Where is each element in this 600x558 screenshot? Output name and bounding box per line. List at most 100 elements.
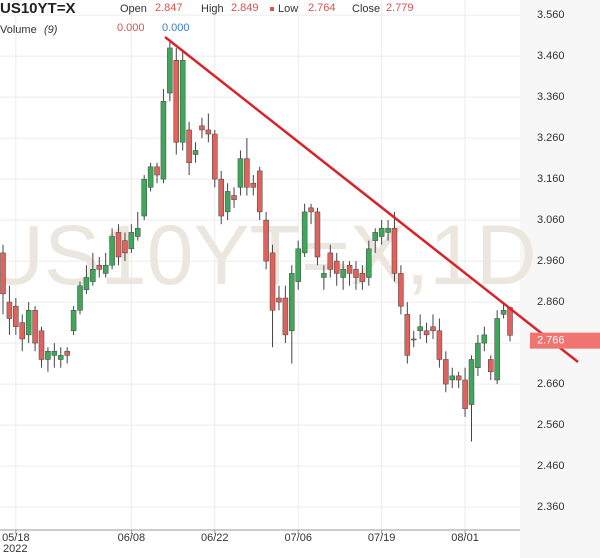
candle-body	[468, 359, 475, 405]
candle-body	[372, 232, 378, 241]
volume-b: 0.000	[162, 22, 190, 34]
candle-body	[269, 252, 276, 311]
x-tick-label: 06/08	[118, 532, 146, 544]
grid	[0, 0, 520, 530]
candle-body	[13, 305, 19, 327]
candle-body	[224, 191, 231, 213]
candle-body	[250, 182, 257, 188]
candle-body	[167, 47, 173, 94]
candle-body	[6, 301, 13, 319]
y-tick-label: 3.360	[537, 91, 565, 103]
candle-body	[128, 232, 135, 250]
candle-body	[186, 129, 192, 163]
y-tick-label: 2.860	[537, 296, 565, 308]
y-tick-label: 2.560	[537, 419, 565, 431]
candle-body	[154, 166, 160, 176]
low-label: Low	[278, 3, 298, 15]
candle-body	[77, 285, 83, 311]
y-tick-label: 3.560	[537, 9, 565, 21]
last-price-label: 2.766	[537, 335, 565, 347]
candle-body	[430, 326, 436, 332]
candle-body	[494, 318, 500, 381]
candle-body	[436, 330, 443, 360]
candle-body	[398, 273, 404, 307]
candle-body	[192, 150, 199, 155]
y-tick-label: 2.660	[537, 378, 565, 390]
y-tick-label: 2.960	[537, 255, 565, 267]
y-tick-label: 3.060	[537, 214, 565, 226]
candle-body	[410, 338, 417, 341]
candle-body	[58, 355, 64, 360]
candle-body	[378, 228, 385, 237]
candle-body	[256, 170, 263, 213]
candle-body	[276, 297, 282, 303]
candle-body	[423, 330, 430, 336]
candle-body	[115, 232, 122, 258]
high-value: 2.849	[231, 2, 259, 14]
low-value: 2.764	[308, 2, 336, 14]
candle-body	[205, 129, 212, 135]
candle-body	[64, 351, 70, 356]
candle-body	[346, 264, 353, 274]
candle-body	[199, 125, 205, 131]
candle-body	[353, 269, 359, 278]
candles	[0, 39, 513, 442]
candle-body	[122, 240, 128, 254]
candle-body	[173, 60, 180, 143]
year-label: 2022	[3, 543, 27, 555]
candle-body	[19, 322, 26, 340]
candle-body	[301, 211, 308, 254]
candle-body	[102, 264, 109, 274]
y-tick-label: 3.460	[537, 50, 565, 62]
candle-body	[289, 273, 295, 332]
candle-body	[141, 178, 147, 217]
trend-line	[164, 36, 579, 363]
candle-body	[160, 100, 167, 180]
candle-body	[295, 248, 301, 282]
candle-body	[455, 375, 462, 381]
candle-body	[391, 228, 398, 274]
candle-body	[218, 178, 224, 217]
candle-body	[179, 60, 186, 143]
y-tick-label: 3.160	[537, 173, 565, 185]
candle-body	[282, 297, 289, 336]
candle-body	[0, 252, 6, 295]
candle-body	[237, 158, 244, 188]
candle-body	[443, 359, 449, 385]
candle-body	[51, 351, 58, 356]
candle-body	[500, 310, 507, 315]
candle-body	[340, 269, 346, 278]
candle-body	[109, 236, 115, 266]
candle-body	[263, 219, 269, 262]
x-tick-label: 07/06	[284, 532, 312, 544]
y-tick-label: 2.460	[537, 460, 565, 472]
x-tick-label: 08/01	[451, 532, 479, 544]
x-tick-label: 06/22	[201, 532, 229, 544]
candle-body	[385, 228, 391, 233]
last-price-tag	[530, 332, 600, 349]
candle-body	[70, 310, 77, 332]
candle-body	[96, 264, 103, 270]
candle-body	[449, 375, 455, 381]
candle-body	[366, 248, 372, 278]
volume-a: 0.000	[117, 22, 145, 34]
candle-body	[38, 330, 45, 360]
candle-body	[462, 379, 468, 409]
candle-body	[417, 326, 423, 332]
candle-body	[321, 273, 327, 278]
candle-body	[231, 195, 237, 200]
x-tick-label: 07/19	[368, 532, 396, 544]
volume-label: Volume	[0, 24, 37, 36]
volume-param: (9)	[44, 24, 58, 36]
candle-body	[327, 252, 334, 270]
candle-body	[404, 314, 411, 356]
candle-body	[32, 310, 38, 344]
open-value: 2.847	[155, 2, 183, 14]
candle-body	[359, 273, 366, 282]
candle-body	[135, 228, 141, 237]
candle-body	[481, 334, 488, 344]
candle-body	[475, 342, 481, 368]
symbol: US10YT=X	[0, 0, 75, 17]
candle-body	[244, 158, 250, 188]
